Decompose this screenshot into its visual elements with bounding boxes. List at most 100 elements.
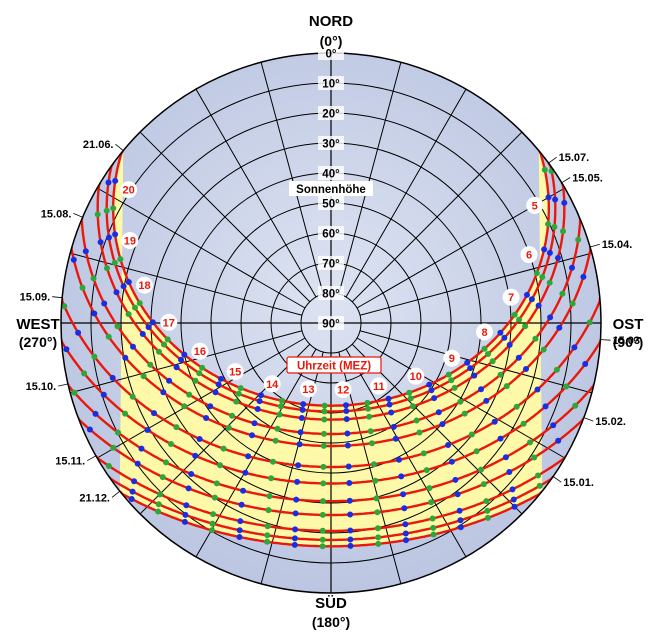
full-hour-dot [400,491,407,498]
hour-labels: 5 6 7 8 9 10 11 12 13 14 15 16 17 18 19 20 [120,181,544,398]
half-hour-dot [448,377,455,384]
full-hour-dot [471,372,478,379]
full-hour-dot [178,356,184,363]
half-hour-dot [237,385,244,392]
half-hour-dot [365,405,372,412]
full-hour-dot [70,256,77,263]
date-label: 15.03. [613,335,644,347]
full-hour-dot [515,354,522,361]
half-hour-dot [61,303,68,310]
full-hour-dot [256,398,263,405]
full-hour-dot [128,496,135,502]
half-hour-dot [319,543,326,550]
date-leader [552,476,562,483]
half-hour-dot [81,370,88,377]
full-hour-dot [402,530,409,537]
hour-label: 10 [410,371,422,383]
azimuth-spoke [195,88,317,298]
full-hour-dot [546,249,553,256]
full-hour-dot [448,458,455,465]
full-hour-dot [344,442,351,449]
half-hour-dot [233,398,240,405]
half-hour-dot [105,333,112,340]
half-hour-dot [235,390,242,397]
full-hour-dot [343,402,349,409]
full-hour-dot [113,289,120,296]
half-hour-dot [114,323,121,330]
full-hour-dot [300,401,307,408]
full-hour-dot [457,524,464,531]
half-hour-dot [375,540,382,547]
full-hour-dot [511,503,518,510]
full-hour-dot [144,427,151,433]
half-hour-dot [265,507,272,514]
full-hour-dot [390,423,397,430]
half-hour-dot [423,467,430,474]
full-hour-dot [385,395,392,402]
azimuth-spoke [356,337,566,459]
full-hour-dot [556,324,563,331]
azimuth-spoke [359,330,592,394]
full-hour-dot [571,344,578,351]
full-hour-dot [403,537,409,544]
full-hour-dot [112,177,119,184]
half-hour-dot [522,323,529,330]
full-hour-dot [196,436,203,442]
half-hour-dot [164,336,171,343]
half-hour-dot [264,532,271,539]
sun-path-line [94,455,568,533]
full-hour-dot [63,346,70,353]
sun-path-line [66,383,596,503]
compass-south-deg: (180°) [312,614,350,630]
sun-path-line [112,149,550,407]
full-hour-dot [555,255,561,261]
half-hour-dot [468,431,475,438]
hour-label: 15 [229,367,241,379]
half-hour-dot [196,370,203,377]
full-hour-dot [203,415,210,421]
half-hour-dot [79,284,86,291]
half-hour-dot [478,466,484,473]
half-hour-dot [563,383,570,390]
half-hour-dot [159,474,166,481]
date-label: 15.01. [563,477,594,489]
full-hour-dot [236,527,243,534]
half-hour-dot [117,256,124,263]
compass-east-deg: (90°) [613,334,644,350]
hour-label: 14 [266,379,279,391]
half-hour-dot [489,358,496,365]
half-hour-dot [217,462,224,469]
full-hour-dot [291,541,298,548]
half-hour-dot [409,403,416,410]
half-hour-dot [420,450,427,457]
full-hour-dot [501,334,508,341]
hour-label: 8 [481,327,487,339]
full-hour-dot [181,351,188,358]
half-hour-dot [372,477,379,484]
full-hour-dot [166,377,173,384]
azimuth-spoke [359,252,592,316]
altitude-label-bg [318,286,344,300]
full-hour-dot [431,395,438,402]
azimuth-spoke [70,330,303,394]
half-hour-dot [321,430,327,437]
full-hour-dot [292,510,299,517]
full-hour-dot [101,300,108,307]
full-hour-dot [299,406,306,413]
full-hour-dot [138,445,145,452]
full-hour-dot [120,283,127,290]
full-hour-dot [293,496,300,503]
full-hour-dot [185,485,192,492]
full-hour-dot [401,505,408,512]
half-hour-dot [264,523,271,530]
full-hour-dot [151,410,157,417]
half-hour-dot [503,383,510,390]
half-hour-dot [91,353,98,360]
hour-label: 7 [508,292,514,304]
half-hour-dot [366,413,373,420]
full-hour-dot [343,408,350,414]
half-hour-dot [485,351,491,357]
half-hour-dot [532,335,539,342]
full-hour-dot [296,441,303,448]
full-hour-dot [182,511,189,518]
